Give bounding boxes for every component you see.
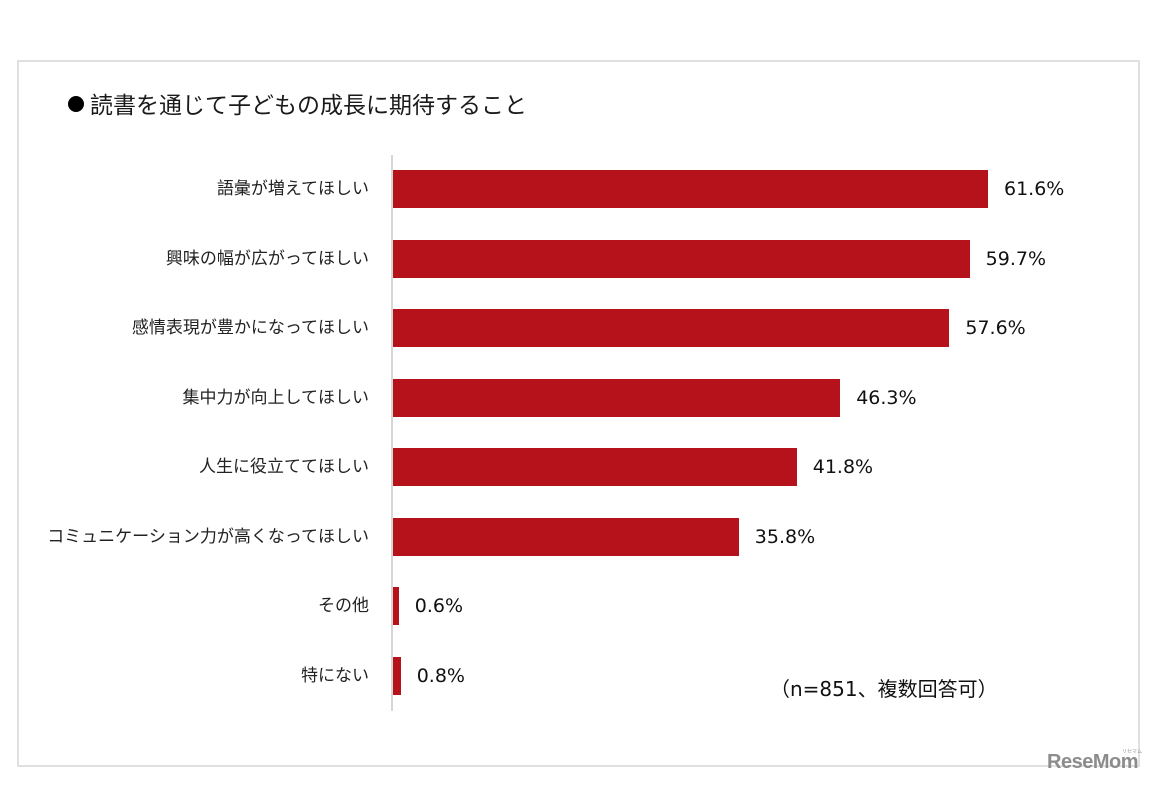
bar-row: コミュニケーション力が高くなってほしい 35.8% bbox=[0, 517, 1158, 556]
value-label: 61.6% bbox=[1004, 178, 1065, 200]
category-label: 特にない bbox=[301, 665, 369, 686]
resemom-logo: ReseMom bbox=[1047, 751, 1138, 773]
value-label: 59.7% bbox=[985, 247, 1046, 270]
bar bbox=[393, 239, 970, 278]
bar-row: その他 0.6% bbox=[0, 587, 1158, 625]
chart-title-text: 読書を通じて子どもの成長に期待すること bbox=[90, 93, 527, 119]
bar-row: 語彙が増えてほしい 61.6% bbox=[0, 170, 1158, 208]
bar-row: 集中力が向上してほしい 46.3% bbox=[0, 378, 1158, 417]
bar bbox=[393, 587, 399, 625]
category-label: コミュニケーション力が高くなってほしい bbox=[47, 526, 369, 547]
bar bbox=[393, 656, 401, 695]
category-label: 感情表現が豊かになってほしい bbox=[131, 318, 369, 338]
value-label: 41.8% bbox=[812, 456, 874, 478]
chart-title: 読書を通じて子どもの成長に期待すること bbox=[68, 86, 527, 120]
bar bbox=[393, 309, 950, 347]
category-label: 集中力が向上してほしい bbox=[182, 387, 370, 408]
sample-note: （n=851、複数回答可） bbox=[770, 677, 998, 701]
bar-row: 人生に役立ててほしい 41.8% bbox=[0, 448, 1158, 486]
category-axis-line bbox=[391, 155, 393, 711]
bar bbox=[393, 170, 988, 208]
category-label: 人生に役立ててほしい bbox=[199, 457, 369, 477]
chart-frame bbox=[17, 60, 1140, 767]
bar bbox=[393, 448, 797, 486]
bar-row: 興味の幅が広がってほしい 59.7% bbox=[0, 239, 1158, 278]
bar bbox=[393, 378, 841, 417]
category-label: その他 bbox=[318, 596, 369, 616]
value-label: 46.3% bbox=[856, 386, 917, 409]
value-label: 0.6% bbox=[414, 595, 464, 617]
value-label: 35.8% bbox=[754, 525, 816, 548]
value-label: 57.6% bbox=[965, 317, 1026, 339]
resemom-logo-sub: リセマム bbox=[1122, 749, 1143, 755]
category-label: 興味の幅が広がってほしい bbox=[165, 248, 369, 269]
category-label: 語彙が増えてほしい bbox=[216, 179, 369, 199]
bullet-icon bbox=[68, 96, 84, 112]
bar-row: 特にない 0.8% bbox=[0, 656, 1158, 695]
bar-row: 感情表現が豊かになってほしい 57.6% bbox=[0, 309, 1158, 347]
bar bbox=[393, 517, 739, 556]
value-label: 0.8% bbox=[416, 664, 465, 687]
